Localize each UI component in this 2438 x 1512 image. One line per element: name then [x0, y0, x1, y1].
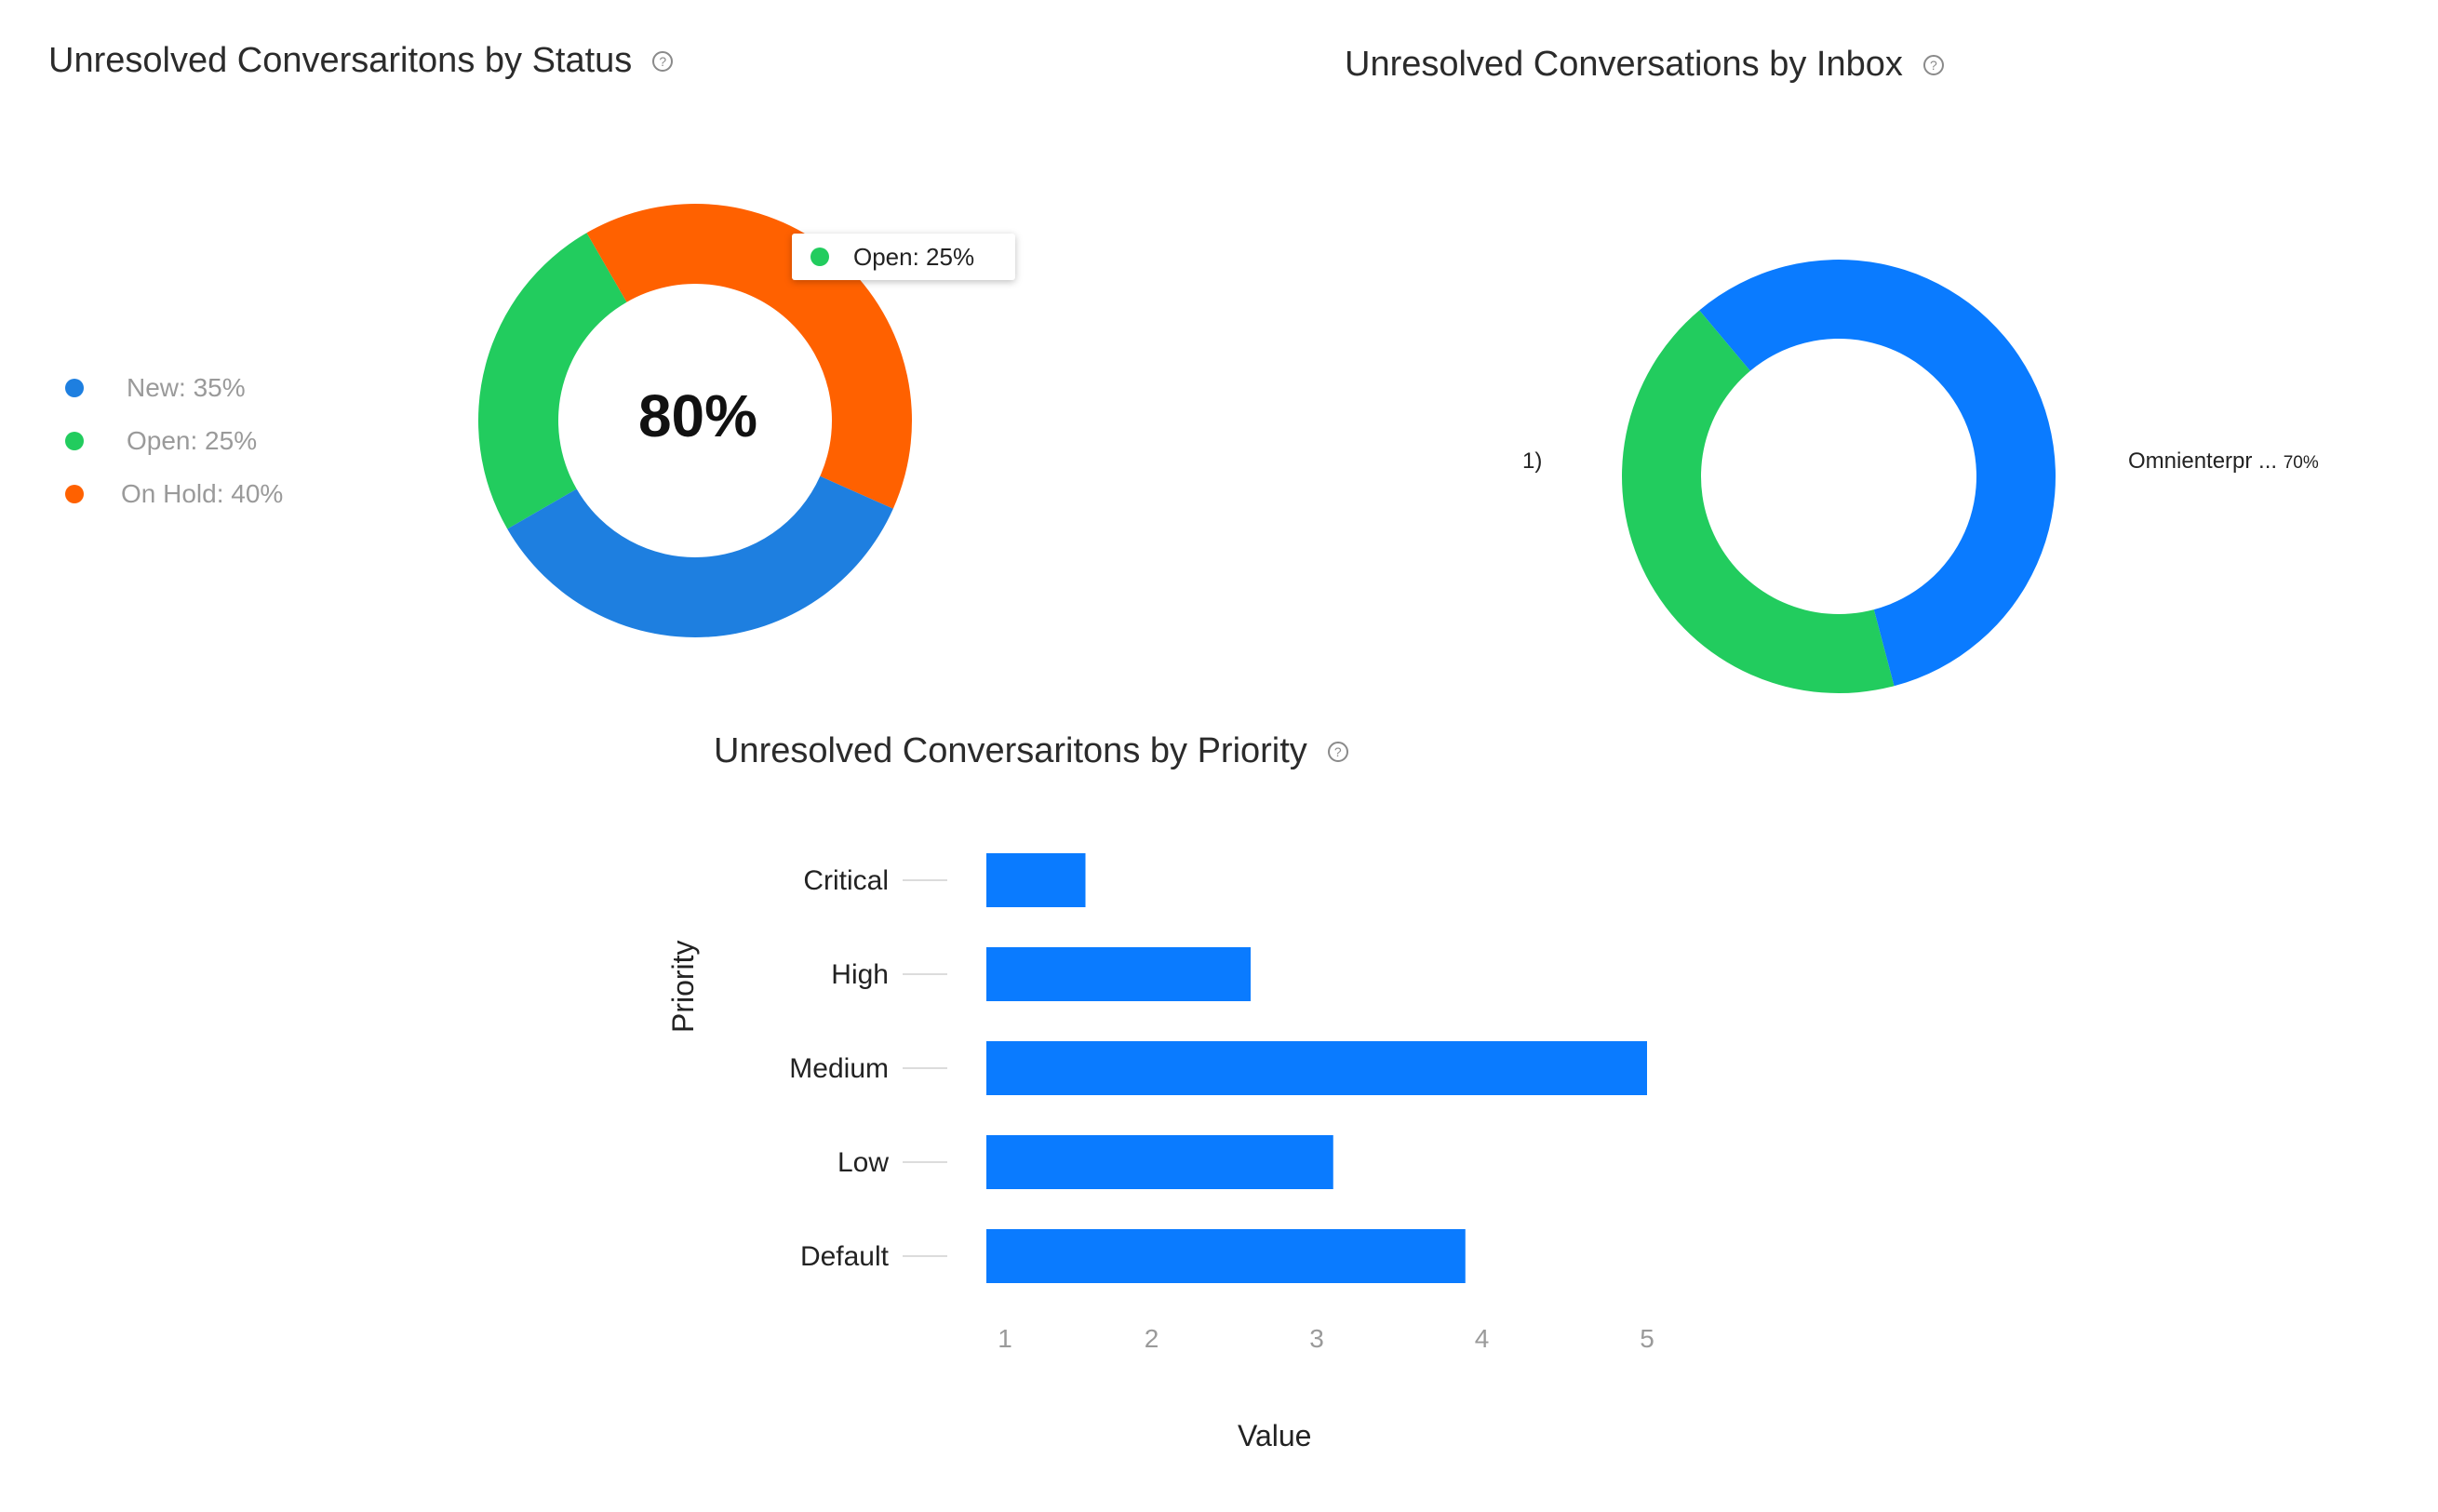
legend-item-new[interactable]: New: 35%	[61, 361, 283, 414]
bar-medium[interactable]	[986, 1041, 1647, 1095]
help-icon[interactable]: ?	[1327, 741, 1348, 762]
bar-default[interactable]	[986, 1229, 1466, 1283]
priority-chart-title: Unresolved Conversaritons by Priority ?	[714, 731, 1348, 771]
inbox-label-right-value: 70%	[2283, 453, 2319, 473]
help-icon[interactable]: ?	[652, 50, 674, 72]
inbox-donut-slice-1[interactable]	[1622, 310, 1895, 694]
status-chart-title: Unresolved Conversaritons by Status ?	[48, 41, 674, 81]
x-tick-label-4: 4	[1475, 1324, 1490, 1353]
bar-high[interactable]	[986, 947, 1251, 1001]
priority-chart-title-text: Unresolved Conversaritons by Priority	[714, 731, 1307, 770]
x-tick-label-2: 2	[1145, 1324, 1159, 1353]
legend-label-open: Open: 25%	[127, 425, 258, 455]
status-donut-center-label: 80%	[637, 382, 758, 449]
status-chart-title-text: Unresolved Conversaritons by Status	[48, 41, 633, 80]
y-tick-label-medium: Medium	[789, 1053, 889, 1084]
legend-item-open[interactable]: Open: 25%	[61, 414, 283, 467]
legend-label-new: New: 35%	[127, 372, 246, 402]
inbox-label-right-name: Omnienterpr ...	[2128, 448, 2278, 474]
status-donut-slice-open[interactable]	[477, 233, 627, 529]
inbox-chart-title: Unresolved Conversations by Inbox ?	[1345, 45, 1944, 85]
y-tick-label-low: Low	[837, 1147, 889, 1178]
tooltip-dot	[810, 248, 829, 266]
y-tick-label-default: Default	[800, 1241, 890, 1272]
x-tick-label-5: 5	[1640, 1324, 1654, 1353]
tooltip-label: Open: 25%	[853, 242, 975, 271]
bar-critical[interactable]	[986, 853, 1086, 907]
priority-y-axis-title: Priority	[666, 940, 700, 1033]
y-tick-label-critical: Critical	[803, 865, 889, 896]
help-icon[interactable]: ?	[1922, 54, 1944, 75]
y-tick-label-high: High	[831, 959, 889, 990]
legend-dot-new	[65, 378, 84, 397]
bar-low[interactable]	[986, 1135, 1333, 1189]
inbox-label-right: Omnienterpr ... 70%	[2128, 448, 2319, 475]
inbox-donut-slice-omnienterpr[interactable]	[1699, 259, 2056, 687]
inbox-label-left: 1)	[1522, 448, 1543, 474]
x-tick-label-1: 1	[998, 1324, 1012, 1353]
inbox-chart-title-text: Unresolved Conversations by Inbox	[1345, 45, 1903, 84]
status-tooltip: Open: 25%	[792, 234, 1015, 280]
legend-dot-open	[65, 431, 84, 450]
status-legend: New: 35% Open: 25% On Hold: 40%	[61, 361, 283, 520]
status-donut-slice-new[interactable]	[507, 475, 893, 638]
legend-item-on-hold[interactable]: On Hold: 40%	[61, 467, 283, 520]
priority-x-axis-title: Value	[1238, 1419, 1312, 1452]
x-tick-label-3: 3	[1309, 1324, 1324, 1353]
legend-label-on-hold: On Hold: 40%	[121, 478, 284, 508]
legend-dot-on-hold	[65, 484, 84, 503]
